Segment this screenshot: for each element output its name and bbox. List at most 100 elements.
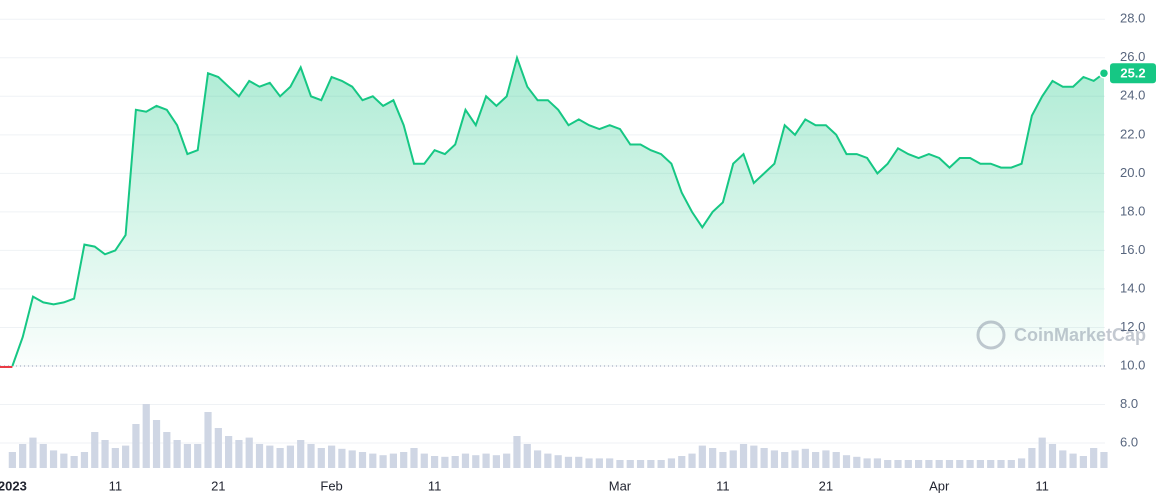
price-tag-label: 25.2: [1120, 66, 1145, 81]
volume-bar: [132, 424, 140, 468]
volume-bar: [441, 456, 449, 468]
volume-bar: [503, 453, 511, 468]
volume-bar: [945, 460, 954, 468]
volume-bar: [925, 460, 933, 468]
volume-bar: [183, 444, 192, 468]
y-tick-label: 28.0: [1120, 11, 1145, 26]
y-tick-label: 8.0: [1120, 396, 1138, 411]
last-point: [1098, 67, 1110, 79]
volume-bar: [935, 460, 943, 468]
volume-bar: [266, 445, 274, 468]
volume-bar: [709, 448, 717, 468]
volume-bar: [770, 450, 779, 468]
volume-bar: [585, 458, 593, 468]
volume-bar: [750, 445, 758, 468]
volume-bar: [255, 444, 264, 468]
volume-bar: [1059, 450, 1067, 468]
volume-bar: [564, 456, 573, 468]
y-tick-label: 20.0: [1120, 165, 1145, 180]
volume-bar: [286, 445, 295, 468]
volume-bar: [987, 460, 995, 468]
volume-bar: [8, 452, 16, 468]
volume-bar: [606, 458, 614, 468]
x-tick-label: 21: [211, 478, 225, 493]
volume-bar: [297, 440, 305, 468]
volume-bar: [369, 453, 377, 468]
volume-bar: [1038, 437, 1046, 468]
volume-bar: [472, 455, 480, 468]
volume-bar: [152, 420, 161, 468]
y-tick-label: 22.0: [1120, 126, 1145, 141]
volume-bar: [904, 460, 912, 468]
volume-bar: [667, 458, 676, 468]
volume-bar: [245, 437, 253, 468]
volume-bar: [173, 440, 181, 468]
volume-bar: [389, 453, 397, 468]
volume-bar: [430, 456, 439, 468]
x-tick-label: Feb: [320, 478, 342, 493]
volume-bar: [142, 404, 150, 468]
volume-bar: [1100, 452, 1108, 468]
volume-bar: [554, 455, 562, 468]
volume-bar: [657, 460, 665, 468]
volume-bar: [1069, 453, 1077, 468]
volume-bar: [327, 445, 336, 468]
volume-bar: [884, 460, 892, 468]
volume-bar: [739, 444, 748, 468]
y-tick-label: 14.0: [1120, 280, 1145, 295]
volume-bar: [492, 455, 500, 468]
volume-bar: [812, 452, 820, 468]
volume-bar: [461, 453, 470, 468]
volume-bar: [358, 452, 367, 468]
volume-bar: [19, 444, 27, 468]
volume-bar: [1007, 460, 1015, 468]
volume-bar: [70, 456, 78, 468]
y-tick-label: 12.0: [1120, 319, 1145, 334]
volume-bar: [163, 432, 171, 468]
volume-bar: [420, 453, 428, 468]
price-tag: [1110, 63, 1156, 84]
volume-bar: [338, 448, 346, 468]
x-tick-label: 11: [1035, 478, 1049, 493]
volume-bar: [719, 452, 727, 468]
volume-bar: [122, 445, 130, 468]
volume-bar: [873, 458, 882, 468]
area: [12, 57, 1104, 367]
volume-bar: [1028, 448, 1036, 468]
volume-bar: [678, 456, 686, 468]
volume-bar: [842, 455, 851, 468]
volume-bar: [698, 445, 706, 468]
volume-bar: [853, 456, 861, 468]
volume-bar: [29, 437, 37, 468]
volume-bar: [49, 450, 58, 468]
volume-bars: [8, 404, 1108, 468]
volume-bar: [688, 453, 696, 468]
volume-bar: [379, 455, 387, 468]
volume-bar: [976, 460, 984, 468]
volume-bar: [801, 448, 809, 468]
volume-bar: [636, 460, 645, 468]
volume-bar: [863, 458, 871, 468]
y-tick-label: 16.0: [1120, 242, 1145, 257]
plot: [0, 54, 1110, 368]
y-tick-label: 18.0: [1120, 203, 1145, 218]
volume-bar: [1048, 444, 1057, 468]
volume-bar: [451, 456, 459, 468]
axis-labels: 6.0 8.0 10.0 12.0 14.0 16.0 18.0 20.0 22.0 24.0 26…: [0, 11, 1156, 493]
x-tick-label: 11: [428, 478, 442, 493]
volume-bar: [1079, 456, 1087, 468]
y-tick-label: 24.0: [1120, 88, 1145, 103]
volume-bar: [194, 444, 202, 468]
volume-bar: [544, 453, 552, 468]
volume-bar: [513, 436, 521, 468]
volume-bar: [91, 432, 99, 468]
volume-bar: [204, 412, 212, 468]
volume-bar: [276, 448, 284, 468]
y-tick-label: 26.0: [1120, 49, 1145, 64]
volume-bar: [39, 444, 47, 468]
volume-bar: [482, 453, 490, 468]
volume-bar: [914, 460, 923, 468]
watermark: CoinMarketCap: [976, 320, 1146, 350]
x-tick-label: 11: [716, 478, 730, 493]
